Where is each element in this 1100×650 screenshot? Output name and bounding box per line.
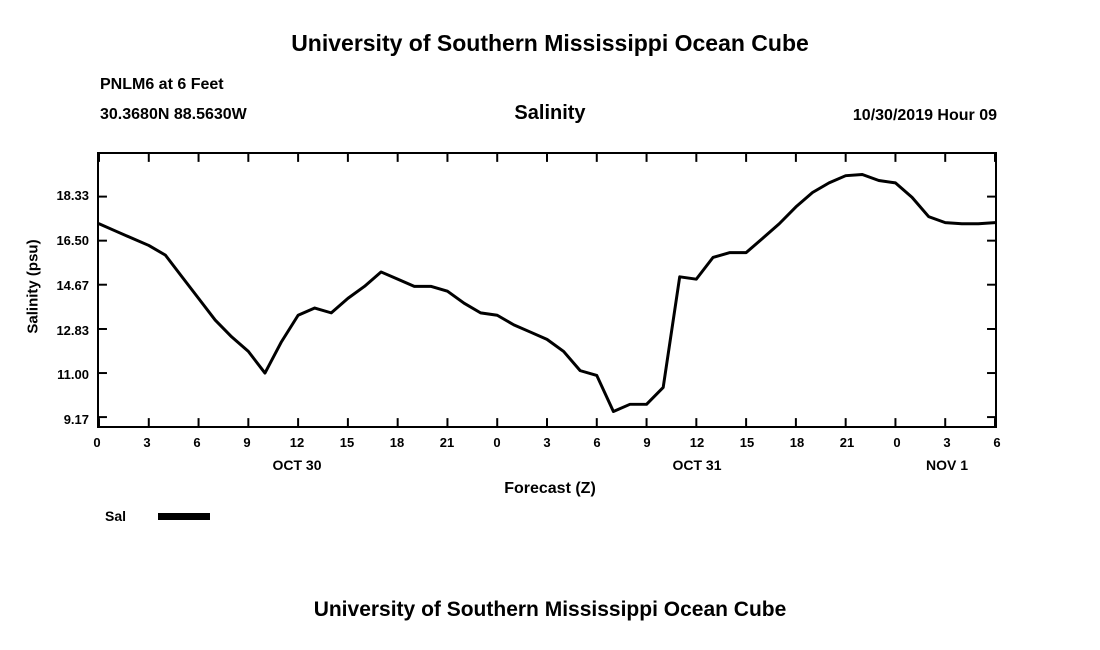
x-tick-label: 21 <box>439 435 455 450</box>
y-tick-label: 18.33 <box>56 188 89 204</box>
x-tick-label: 3 <box>943 435 951 450</box>
footer-title: University of Southern Mississippi Ocean… <box>313 598 787 621</box>
x-tick-label: 12 <box>689 435 705 450</box>
station-name: PNLM6 at 6 Feet <box>100 76 224 93</box>
x-tick-label: 0 <box>893 435 901 450</box>
x-tick-label: 9 <box>643 435 651 450</box>
station-coordinates: 30.3680N 88.5630W <box>100 106 247 123</box>
x-tick-label: 6 <box>193 435 201 450</box>
x-tick-label: 18 <box>389 435 405 450</box>
day-label: OCT 30 <box>272 457 322 473</box>
x-tick-label: 0 <box>93 435 101 450</box>
legend-line-swatch <box>158 512 211 520</box>
x-tick-label: 9 <box>243 435 251 450</box>
day-label: OCT 31 <box>672 457 722 473</box>
legend: Sal <box>105 508 211 524</box>
page-title: University of Southern Mississippi Ocean… <box>291 30 809 56</box>
legend-series-label: Sal <box>105 508 127 524</box>
salinity-line-chart <box>99 154 995 426</box>
chart-area <box>97 152 997 428</box>
salinity-series-line <box>99 173 995 413</box>
y-tick-label: 16.50 <box>56 232 89 248</box>
x-tick-label: 3 <box>143 435 151 450</box>
y-tick-label: 14.67 <box>56 277 89 293</box>
y-tick-label: 12.83 <box>56 322 89 338</box>
forecast-datetime: 10/30/2019 Hour 09 <box>852 107 997 124</box>
x-tick-label: 15 <box>339 435 355 450</box>
x-tick-label: 15 <box>739 435 755 450</box>
x-tick-label: 6 <box>993 435 1001 450</box>
x-tick-label: 6 <box>593 435 601 450</box>
y-tick-label: 9.17 <box>63 411 89 427</box>
plot-title: Salinity <box>514 102 586 124</box>
x-tick-label: 12 <box>289 435 305 450</box>
x-tick-label: 3 <box>543 435 551 450</box>
day-label: NOV 1 <box>925 457 968 473</box>
y-tick-label: 11.00 <box>57 367 89 383</box>
x-axis-label: Forecast (Z) <box>504 480 596 497</box>
x-tick-label: 18 <box>789 435 805 450</box>
x-tick-label: 0 <box>493 435 501 450</box>
x-tick-label: 21 <box>839 435 855 450</box>
